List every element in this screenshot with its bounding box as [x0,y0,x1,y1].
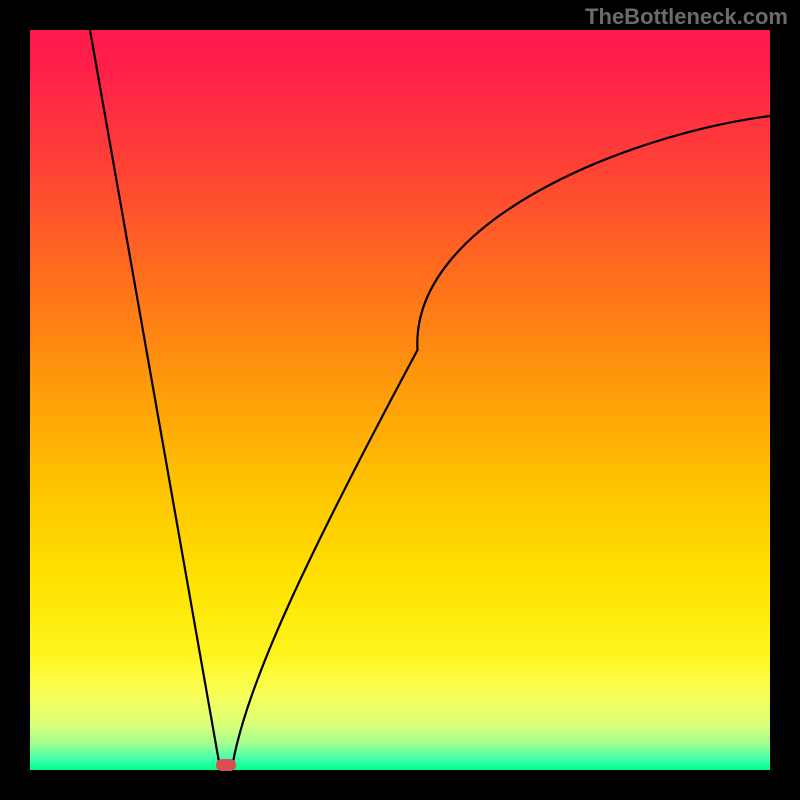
optimal-point-marker [216,759,236,771]
watermark-text: TheBottleneck.com [585,4,788,30]
chart-container: TheBottleneck.com [0,0,800,800]
chart-svg [0,0,800,800]
